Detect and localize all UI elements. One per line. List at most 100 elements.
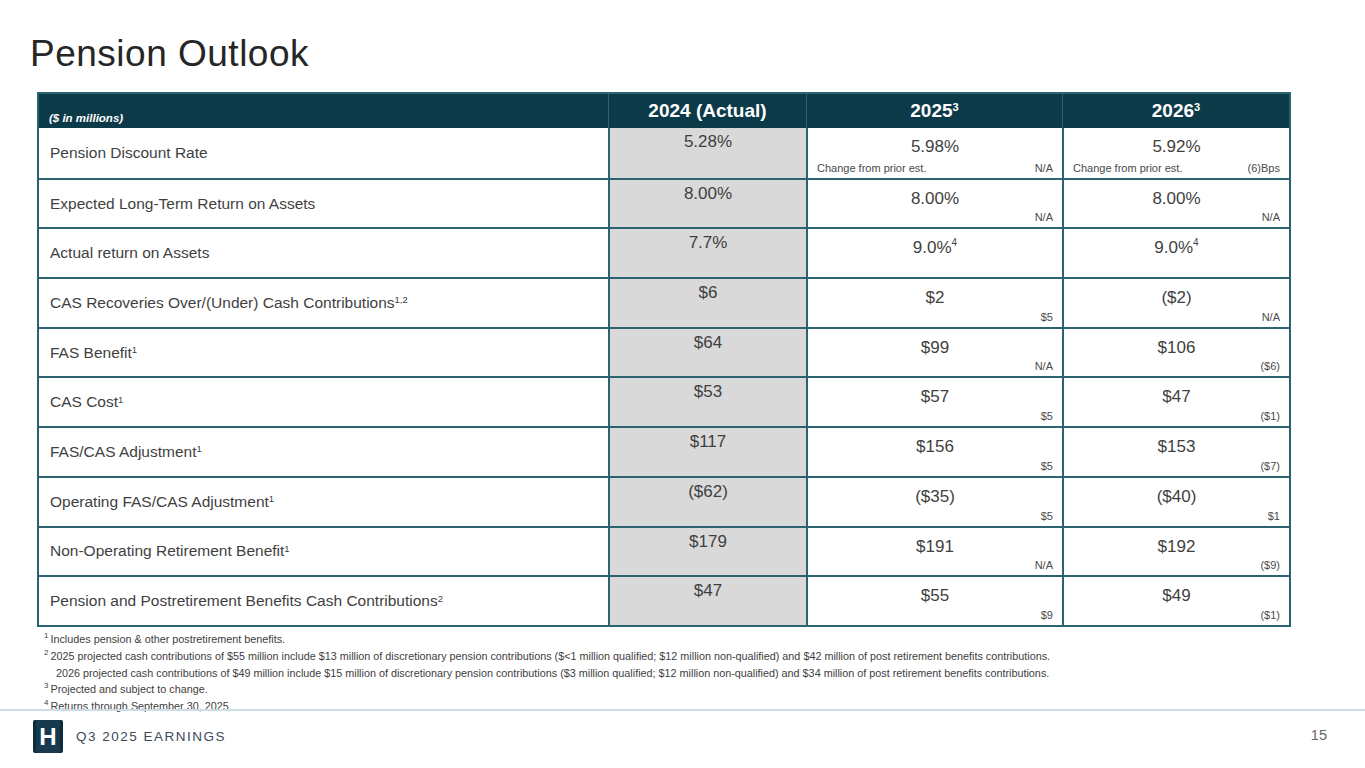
value-cell-2026: ($2) N/A xyxy=(1062,279,1289,327)
value-2024: 7.7% xyxy=(610,229,806,253)
footnotes: 1Includes pension & other postretirement… xyxy=(44,629,1050,713)
value-2024: $47 xyxy=(610,577,806,601)
value-cell-2024: $47 xyxy=(608,577,806,625)
row-label: Pension Discount Rate xyxy=(50,144,208,162)
row-label-sup: 1,2 xyxy=(395,294,408,305)
value-cell-2026: $106 ($6) xyxy=(1062,329,1289,377)
slide: Pension Outlook ($ in millions) 2024 (Ac… xyxy=(0,0,1365,768)
value-cell-2026: $49 ($1) xyxy=(1062,577,1289,625)
table-row: Operating FAS/CAS Adjustment1 ($62) ($35… xyxy=(39,476,1289,526)
value-cell-2025: 5.98% Change from prior est. N/A xyxy=(806,128,1062,178)
subline-2025: N/A xyxy=(817,211,1053,223)
sub-value-2026: ($9) xyxy=(1260,559,1280,571)
footer: H Q3 2025 EARNINGS xyxy=(33,720,226,753)
row-label-cell: CAS Cost1 xyxy=(39,378,608,426)
sub-value-2026: ($1) xyxy=(1260,609,1280,621)
row-label-sup: 1 xyxy=(132,344,137,355)
sub-value-2025: N/A xyxy=(1035,559,1053,571)
value-2026: ($40) xyxy=(1064,478,1289,507)
value-2024: 5.28% xyxy=(610,128,806,152)
footnote: 1Includes pension & other postretirement… xyxy=(44,629,1050,646)
value-2024: $117 xyxy=(610,428,806,452)
value-2026: $49 xyxy=(1064,577,1289,606)
row-label-sup: 2 xyxy=(438,593,443,604)
subline-2026: ($6) xyxy=(1073,360,1280,372)
value-cell-2025: 9.0%4 xyxy=(806,229,1062,277)
table-row: CAS Cost1 $53 $57 $5 $47 ($1) xyxy=(39,376,1289,426)
value-cell-2026: 8.00% N/A xyxy=(1062,180,1289,228)
row-label-cell: Expected Long-Term Return on Assets xyxy=(39,180,608,228)
value-2025: 9.0%4 xyxy=(808,229,1062,258)
value-cell-2025: 8.00% N/A xyxy=(806,180,1062,228)
value-cell-2024: $64 xyxy=(608,329,806,377)
value-cell-2024: $53 xyxy=(608,378,806,426)
footnote-text: Projected and subject to change. xyxy=(50,683,207,695)
row-label: Actual return on Assets xyxy=(50,244,209,262)
footnote: 2026 projected cash contributions of $49… xyxy=(44,663,1050,680)
value-cell-2024: $6 xyxy=(608,279,806,327)
row-label-cell: Operating FAS/CAS Adjustment1 xyxy=(39,478,608,526)
value-2026: $153 xyxy=(1064,428,1289,457)
subline-2026: ($1) xyxy=(1073,609,1280,621)
table-row: FAS/CAS Adjustment1 $117 $156 $5 $153 ($… xyxy=(39,426,1289,476)
row-label: Pension and Postretirement Benefits Cash… xyxy=(50,592,438,610)
value-2025: $57 xyxy=(808,378,1062,407)
footnote-text: 2025 projected cash contributions of $55… xyxy=(50,649,1050,661)
column-header-2025: 20253 xyxy=(806,94,1062,128)
column-header-2024: 2024 (Actual) xyxy=(608,94,806,128)
value-2024: $6 xyxy=(610,279,806,303)
value-2025: 8.00% xyxy=(808,180,1062,209)
table-row: Pension Discount Rate 5.28% 5.98% Change… xyxy=(39,128,1289,178)
row-label-cell: Non-Operating Retirement Benefit1 xyxy=(39,528,608,576)
value-2024: 8.00% xyxy=(610,180,806,204)
row-label: CAS Recoveries Over/(Under) Cash Contrib… xyxy=(50,294,395,312)
row-label-cell: Pension and Postretirement Benefits Cash… xyxy=(39,577,608,625)
value-2025: 5.98% xyxy=(808,128,1062,157)
sub-value-2026: (6)Bps xyxy=(1248,162,1280,174)
footnote-text: 2026 projected cash contributions of $49… xyxy=(56,666,1049,678)
row-label-cell: CAS Recoveries Over/(Under) Cash Contrib… xyxy=(39,279,608,327)
value-cell-2025: $156 $5 xyxy=(806,428,1062,476)
hii-logo: H xyxy=(33,720,63,753)
value-2026: $106 xyxy=(1064,329,1289,358)
subline-2025: $5 xyxy=(817,460,1053,472)
value-cell-2025: $191 N/A xyxy=(806,528,1062,576)
sub-value-2025: $5 xyxy=(1041,410,1053,422)
value-2026: 9.0%4 xyxy=(1064,229,1289,258)
value-2024: ($62) xyxy=(610,478,806,502)
table-row: CAS Recoveries Over/(Under) Cash Contrib… xyxy=(39,277,1289,327)
row-label-cell: Actual return on Assets xyxy=(39,229,608,277)
footnote-number: 4 xyxy=(44,698,48,707)
subline-2025: N/A xyxy=(817,559,1053,571)
page-number: 15 xyxy=(1311,727,1327,743)
subline-2026: ($9) xyxy=(1073,559,1280,571)
row-label: FAS/CAS Adjustment xyxy=(50,443,196,461)
value-cell-2025: $99 N/A xyxy=(806,329,1062,377)
value-cell-2024: 5.28% xyxy=(608,128,806,178)
sub-value-2025: N/A xyxy=(1035,211,1053,223)
table-row: FAS Benefit1 $64 $99 N/A $106 ($6) xyxy=(39,327,1289,377)
subline-2025: $5 xyxy=(817,311,1053,323)
sub-value-2026: ($7) xyxy=(1260,460,1280,472)
value-2026: ($2) xyxy=(1064,279,1289,308)
value-cell-2025: $2 $5 xyxy=(806,279,1062,327)
subline-2026: N/A xyxy=(1073,211,1280,223)
pension-table: ($ in millions) 2024 (Actual) 20253 2026… xyxy=(37,92,1291,627)
value-2025: $55 xyxy=(808,577,1062,606)
column-header-2026: 20263 xyxy=(1062,94,1289,128)
subline-2025: $5 xyxy=(817,410,1053,422)
value-2024: $179 xyxy=(610,528,806,552)
value-2026: 8.00% xyxy=(1064,180,1289,209)
sub-value-2025: $5 xyxy=(1041,311,1053,323)
row-label-cell: Pension Discount Rate xyxy=(39,128,608,178)
value-cell-2026: ($40) $1 xyxy=(1062,478,1289,526)
table-body: Pension Discount Rate 5.28% 5.98% Change… xyxy=(39,128,1289,625)
subline-2026: $1 xyxy=(1073,510,1280,522)
sub-value-2025: N/A xyxy=(1035,360,1053,372)
sub-value-2025: $5 xyxy=(1041,510,1053,522)
value-2026: $192 xyxy=(1064,528,1289,557)
value-2025: $99 xyxy=(808,329,1062,358)
subline-2025: Change from prior est. N/A xyxy=(817,162,1053,174)
subline-2026: N/A xyxy=(1073,311,1280,323)
value-cell-2024: 7.7% xyxy=(608,229,806,277)
